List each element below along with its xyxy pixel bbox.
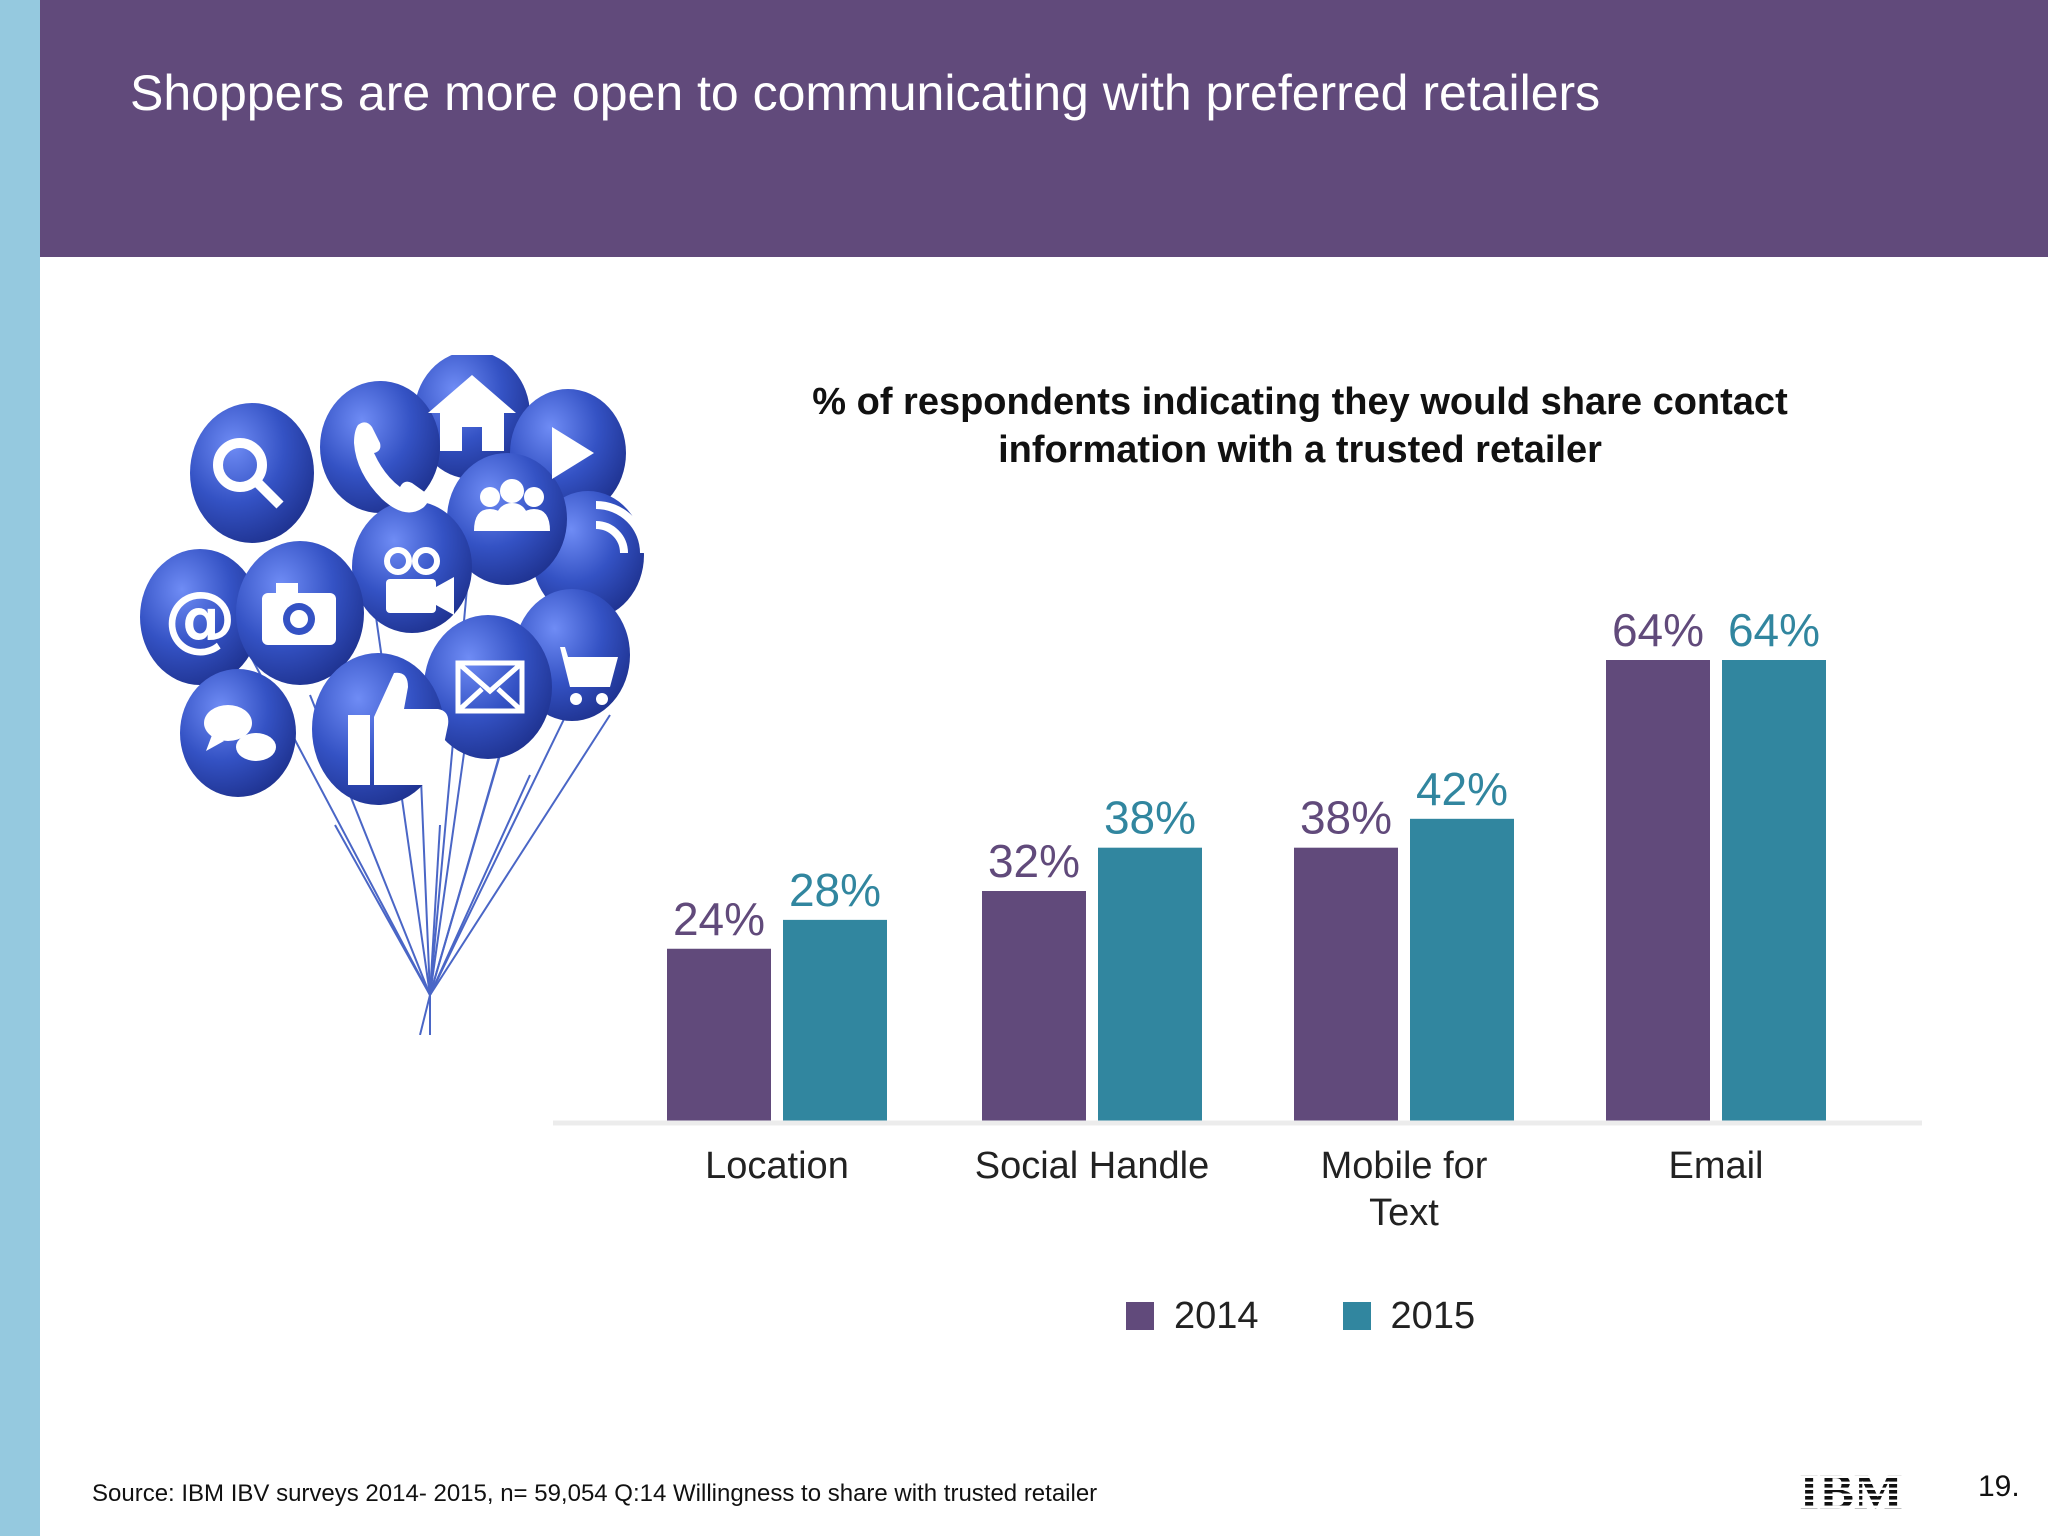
data-label-2015-2: 42% — [1416, 763, 1508, 815]
page-number: 19. — [1978, 1470, 2020, 1503]
people-icon — [474, 479, 550, 531]
cart-icon — [552, 647, 618, 705]
source-note: Source: IBM IBV surveys 2014- 2015, n= 5… — [92, 1480, 1098, 1507]
slide-title: Shoppers are more open to communicating … — [130, 65, 1601, 121]
bar-2014-2 — [1294, 847, 1398, 1122]
bar-2015-0 — [783, 919, 887, 1122]
legend-item-2014: 2014 — [1126, 1295, 1259, 1338]
data-label-2014-1: 32% — [988, 835, 1080, 887]
bar-2014-0 — [667, 948, 771, 1122]
camera-icon — [262, 583, 336, 645]
bar-2015-2 — [1410, 818, 1514, 1122]
chart-legend: 2014 2015 — [1126, 1292, 1475, 1340]
bar-2015-1 — [1098, 847, 1202, 1122]
search-icon — [213, 438, 284, 509]
legend-label-2014: 2014 — [1174, 1294, 1259, 1337]
category-label-3: Email — [1668, 1145, 1763, 1187]
data-label-2014-3: 64% — [1612, 604, 1704, 656]
header-banner: Shoppers are more open to communicating … — [40, 0, 2048, 257]
legend-swatch-2015 — [1342, 1302, 1371, 1330]
bar-2015-3 — [1722, 660, 1826, 1122]
data-label-2015-0: 28% — [789, 864, 881, 916]
bar-2014-1 — [982, 891, 1086, 1122]
chart-title: % of respondents indicating they would s… — [812, 381, 1788, 471]
data-label-2015-1: 38% — [1104, 792, 1196, 844]
category-label-2: Mobile for Text — [1321, 1145, 1488, 1234]
bar-2014-3 — [1606, 660, 1710, 1122]
home-icon — [428, 375, 516, 451]
side-accent-strip — [0, 0, 40, 1536]
data-label-2015-3: 64% — [1728, 604, 1820, 656]
data-label-2014-2: 38% — [1300, 792, 1392, 844]
category-label-0: Location — [705, 1145, 849, 1187]
envelope-icon — [455, 660, 525, 714]
legend-swatch-2014 — [1126, 1302, 1154, 1330]
svg-text:IBM: IBM — [1799, 1466, 1903, 1512]
category-label-1: Social Handle — [975, 1145, 1209, 1187]
chat-icon — [204, 705, 276, 761]
video-camera-icon — [384, 547, 454, 615]
thumbs-up-icon — [348, 672, 449, 785]
phone-icon — [354, 422, 429, 513]
rss-icon — [595, 501, 648, 554]
legend-label-2015: 2015 — [1390, 1294, 1476, 1337]
data-label-2014-0: 24% — [673, 893, 765, 945]
legend-item-2015: 2015 — [1342, 1294, 1476, 1338]
ibm-logo: IBM — [1799, 1466, 1903, 1512]
play-icon — [552, 427, 594, 479]
balloons-illustration: @ — [140, 355, 648, 1035]
at-icon: @ — [164, 576, 236, 660]
